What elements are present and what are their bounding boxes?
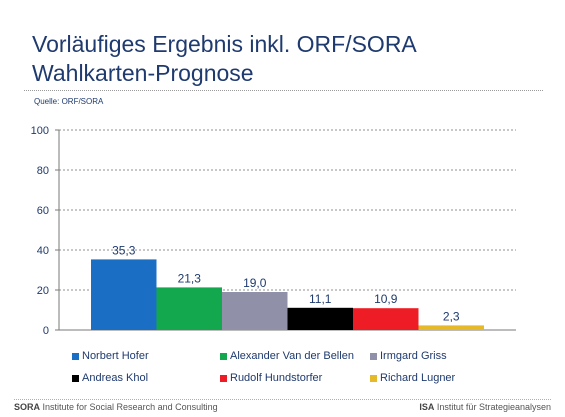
data-label: 35,3 — [112, 243, 136, 257]
bar-rudolf-hundstorfer — [353, 308, 419, 330]
bar-irmgard-griss — [222, 292, 288, 330]
legend-swatch — [72, 352, 79, 360]
data-label: 10,9 — [374, 292, 398, 306]
bar-andreas-khol — [287, 307, 353, 330]
footer-left-brand: SORA — [14, 402, 41, 412]
title-divider — [24, 90, 543, 91]
chart-title-line-1: Vorläufiges Ergebnis inkl. ORF/SORA — [32, 31, 417, 57]
legend-label: Norbert Hofer — [82, 350, 149, 362]
footer-divider — [14, 399, 551, 400]
bars — [91, 259, 484, 330]
footer-right-text: Institut für Strategieanalysen — [434, 402, 551, 412]
legend-swatch — [220, 374, 227, 382]
gridlines — [59, 129, 516, 291]
y-tick-label: 60 — [37, 205, 49, 217]
bar-chart: 0 20 40 60 80 100 35,3 21,3 19,0 11,1 10,9 2,3 — [31, 125, 516, 337]
data-label: 2,3 — [443, 309, 460, 323]
y-tick-label: 80 — [37, 165, 49, 177]
source-note: Quelle: ORF/SORA — [34, 97, 104, 106]
y-tick-label: 20 — [37, 285, 49, 297]
bar-richard-lugner — [418, 325, 484, 330]
legend-item: Alexander Van der Bellen — [220, 350, 370, 362]
chart-title-line-2: Wahlkarten-Prognose — [32, 60, 254, 86]
legend-swatch — [72, 374, 79, 382]
legend-item: Andreas Khol — [72, 372, 220, 384]
chart-title: Vorläufiges Ergebnis inkl. ORF/SORA Wahl… — [32, 30, 552, 88]
legend-item: Irmgard Griss — [370, 350, 510, 362]
data-label: 21,3 — [178, 271, 202, 285]
y-tick-label: 0 — [43, 325, 49, 337]
legend-item: Rudolf Hundstorfer — [220, 372, 370, 384]
legend-label: Rudolf Hundstorfer — [230, 372, 323, 384]
footer-right-brand: ISA — [419, 402, 435, 412]
legend-label: Andreas Khol — [82, 372, 149, 384]
data-label: 11,1 — [309, 292, 332, 306]
legend-item: Richard Lugner — [370, 372, 510, 384]
legend-label: Irmgard Griss — [380, 350, 447, 362]
y-axis-ticks: 0 20 40 60 80 100 — [31, 125, 59, 337]
footer-right: ISA Institut für Strategieanalysen — [419, 402, 551, 412]
footer-left: SORA Institute for Social Research and C… — [14, 402, 218, 412]
legend-label: Richard Lugner — [380, 372, 456, 384]
legend-swatch — [370, 374, 377, 382]
bar-norbert-hofer — [91, 259, 157, 330]
data-label: 19,0 — [243, 276, 267, 290]
y-tick-label: 100 — [31, 125, 49, 137]
bar-alexander-van-der-bellen — [156, 287, 222, 330]
legend-swatch — [220, 352, 227, 360]
y-tick-label: 40 — [37, 245, 49, 257]
footer-left-text: Institute for Social Research and Consul… — [40, 402, 218, 412]
legend: Norbert Hofer Alexander Van der Bellen Irm… — [72, 350, 542, 384]
legend-label: Alexander Van der Bellen — [230, 350, 354, 362]
legend-item: Norbert Hofer — [72, 350, 220, 362]
legend-swatch — [370, 352, 377, 360]
data-labels: 35,3 21,3 19,0 11,1 10,9 2,3 — [112, 243, 460, 323]
